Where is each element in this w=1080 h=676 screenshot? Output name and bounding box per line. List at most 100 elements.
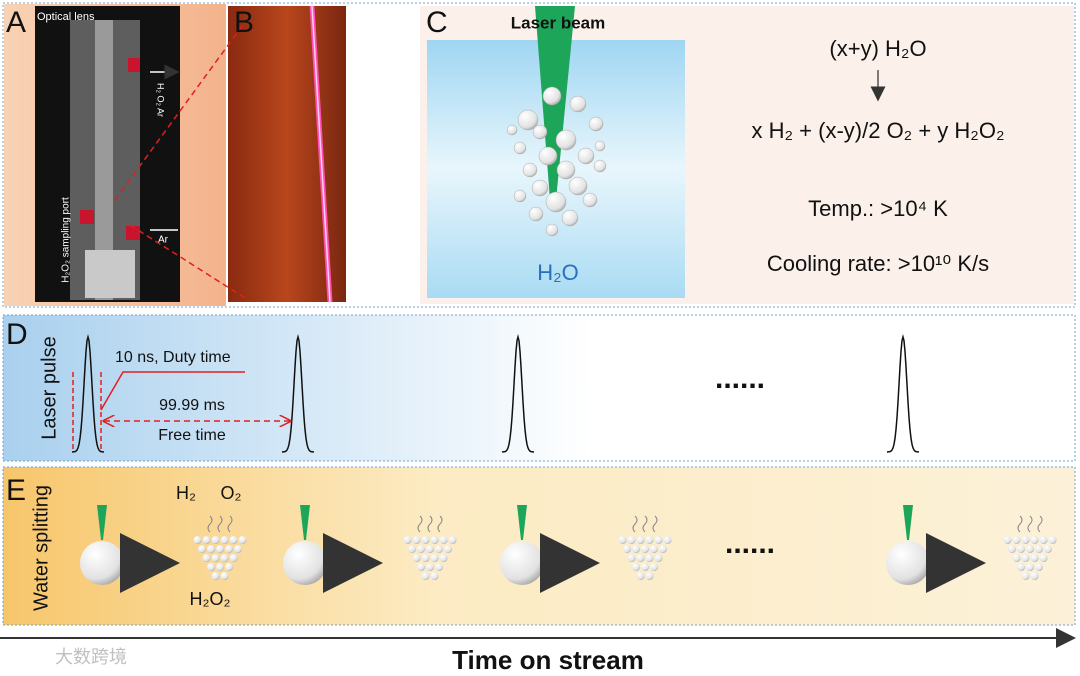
bubble: [412, 554, 421, 562]
gas-in: Ar: [158, 235, 169, 246]
o2-label: O₂: [221, 483, 242, 503]
bubble: [220, 536, 229, 544]
vessel: [85, 250, 135, 298]
bubble: [632, 545, 640, 553]
bubble: [1039, 536, 1048, 544]
bubble: [654, 536, 663, 544]
bubble: [426, 563, 434, 571]
bubble: [444, 545, 452, 553]
bubble: [636, 572, 645, 580]
zoom-line: [114, 21, 246, 201]
bubble: [1044, 545, 1052, 553]
vapor: [427, 515, 433, 533]
bubble: [1030, 554, 1039, 562]
watermark: 大数跨境: [55, 647, 127, 667]
bubble: [645, 536, 654, 544]
bubble: [568, 176, 588, 196]
bubble: [582, 192, 598, 208]
droplet: [80, 541, 124, 585]
cooling-rate: Cooling rate: >10¹⁰ K/s: [767, 251, 989, 276]
bubble: [556, 160, 576, 180]
bubble: [412, 536, 421, 544]
bubble: [513, 141, 527, 155]
bubble: [439, 554, 448, 562]
pulse: [281, 334, 315, 453]
bubble: [641, 545, 649, 553]
bubble: [216, 563, 224, 571]
bubble: [569, 95, 587, 113]
bubble: [1048, 536, 1057, 544]
ellipsis: ......: [715, 362, 765, 395]
panel-d: [2, 314, 1076, 462]
bubble: [645, 572, 654, 580]
duty-callout: [100, 371, 245, 411]
bubble: [421, 572, 430, 580]
water-label: H₂O: [537, 260, 579, 285]
reactant: (x+y) H₂O: [829, 36, 926, 61]
panel-label: E: [6, 474, 26, 507]
vapor: [652, 515, 658, 533]
vapor: [207, 515, 213, 533]
bubble: [435, 545, 443, 553]
sampling-port: H₂O₂ sampling port: [61, 197, 72, 283]
bubble: [229, 536, 238, 544]
vapor: [217, 515, 223, 533]
bubble: [561, 209, 579, 227]
bubble: [225, 545, 233, 553]
pulses: [71, 334, 920, 453]
bubble: [1030, 536, 1039, 544]
interval-label: 99.99 ms: [159, 397, 225, 414]
bubble: [588, 116, 604, 132]
bubble: [1012, 554, 1021, 562]
bubble: [531, 179, 549, 197]
bubble: [1017, 545, 1025, 553]
laser-beam: [517, 505, 527, 540]
vapor: [437, 515, 443, 533]
bubble: [238, 536, 247, 544]
bubble: [1035, 563, 1043, 571]
port: [126, 226, 140, 240]
laser-beam-label: Laser beam: [511, 13, 606, 32]
bubble: [538, 146, 558, 166]
bubble: [517, 109, 539, 131]
laser-core: [311, 5, 331, 303]
free-label: Free time: [158, 427, 226, 444]
bubble: [522, 162, 538, 178]
bubble: [1008, 545, 1016, 553]
tube: [95, 20, 113, 300]
bubble: [211, 572, 220, 580]
laser-beam: [300, 505, 310, 540]
bubble: [207, 563, 215, 571]
time-axis-label: Time on stream: [452, 645, 644, 675]
vapor: [417, 515, 423, 533]
bubble: [513, 189, 527, 203]
bubble: [555, 129, 577, 151]
bubble: [645, 554, 654, 562]
bubble: [225, 563, 233, 571]
bubble: [448, 536, 457, 544]
bubble: [417, 563, 425, 571]
bubble: [532, 124, 548, 140]
bubble: [430, 536, 439, 544]
bubble: [654, 554, 663, 562]
droplet: [283, 541, 327, 585]
optical-lens: Optical lens: [37, 11, 95, 23]
vapor: [1027, 515, 1033, 533]
h2-label: H₂: [176, 483, 196, 503]
bubble: [1026, 563, 1034, 571]
bubble: [650, 545, 658, 553]
vapor: [1037, 515, 1043, 533]
d-axis-label: Laser pulse: [38, 336, 60, 439]
bubble: [1017, 563, 1025, 571]
droplet: [500, 541, 544, 585]
bubble: [216, 545, 224, 553]
laser-beam: [97, 505, 107, 540]
bubble: [1021, 572, 1030, 580]
zoom-line: [129, 224, 246, 299]
bubble: [211, 554, 220, 562]
bubble: [198, 545, 206, 553]
duty-label: 10 ns, Duty time: [115, 349, 231, 366]
bubble: [421, 536, 430, 544]
